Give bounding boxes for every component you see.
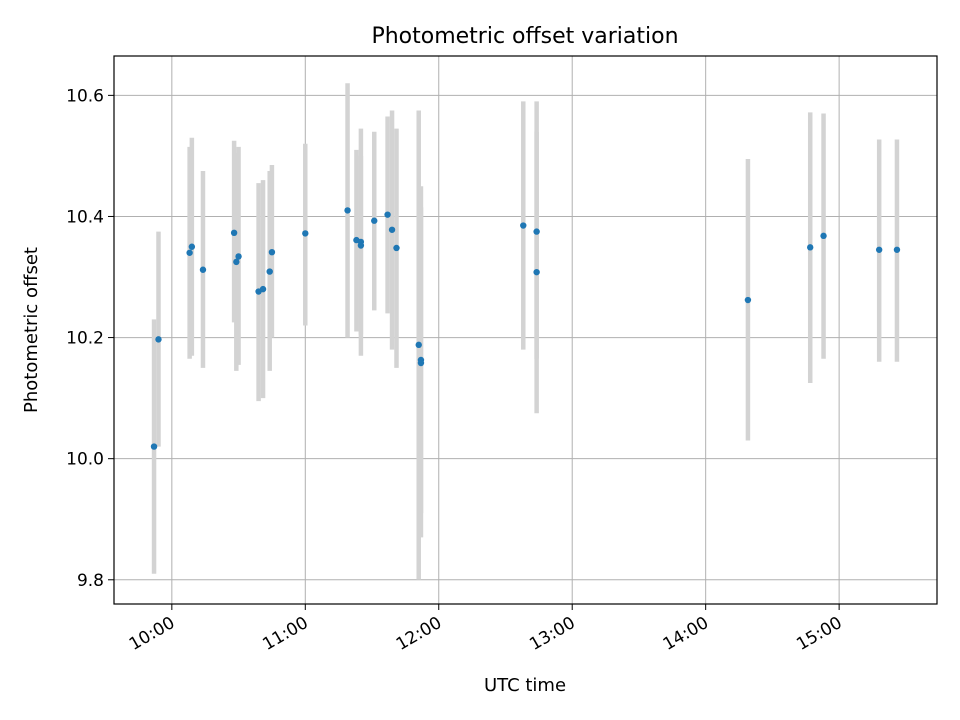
data-point [393, 244, 400, 252]
data-point [266, 268, 273, 275]
y-axis: 9.8 10.0 10.2 10.4 10.6 [66, 86, 114, 591]
data-point [533, 268, 540, 276]
error-bars [151, 83, 900, 580]
data-point [384, 211, 391, 218]
data-point [186, 249, 193, 256]
x-tick-label: 11:00 [259, 613, 311, 655]
data-point [188, 243, 196, 250]
data-point [520, 222, 527, 229]
data-point [820, 232, 827, 240]
data-point [230, 229, 238, 237]
data-point [235, 253, 242, 260]
data-point [233, 258, 240, 266]
data-point [155, 336, 162, 343]
x-tick-label: 14:00 [660, 613, 712, 655]
x-axis: 10:00 11:00 12:00 13:00 14:00 15:00 [126, 604, 846, 655]
y-tick-label: 10.6 [66, 86, 104, 106]
data-point [417, 359, 425, 367]
data-point [268, 248, 276, 256]
y-tick-label: 9.8 [77, 571, 104, 591]
data-point [344, 207, 351, 214]
data-point [199, 266, 207, 273]
chart-title: Photometric offset variation [371, 24, 678, 49]
data-point [807, 244, 814, 251]
data-points [150, 207, 901, 450]
data-point [875, 246, 883, 253]
data-point [388, 226, 396, 233]
y-tick-label: 10.4 [66, 207, 104, 227]
data-point [357, 242, 365, 249]
data-point [302, 230, 309, 237]
x-tick-label: 15:00 [793, 613, 845, 655]
data-point [259, 285, 267, 293]
y-axis-label: Photometric offset [21, 247, 42, 413]
data-point [744, 296, 752, 304]
data-point [893, 246, 901, 253]
y-tick-label: 10.2 [66, 329, 104, 349]
x-tick-label: 13:00 [526, 613, 578, 655]
x-tick-label: 10:00 [126, 613, 178, 655]
y-tick-label: 10.0 [66, 450, 104, 470]
data-point [371, 217, 378, 224]
x-axis-label: UTC time [484, 675, 566, 696]
x-tick-label: 12:00 [393, 613, 445, 655]
data-point [415, 341, 422, 349]
data-point [533, 228, 540, 235]
plot-area-frame [113, 55, 938, 605]
data-point [150, 443, 158, 450]
